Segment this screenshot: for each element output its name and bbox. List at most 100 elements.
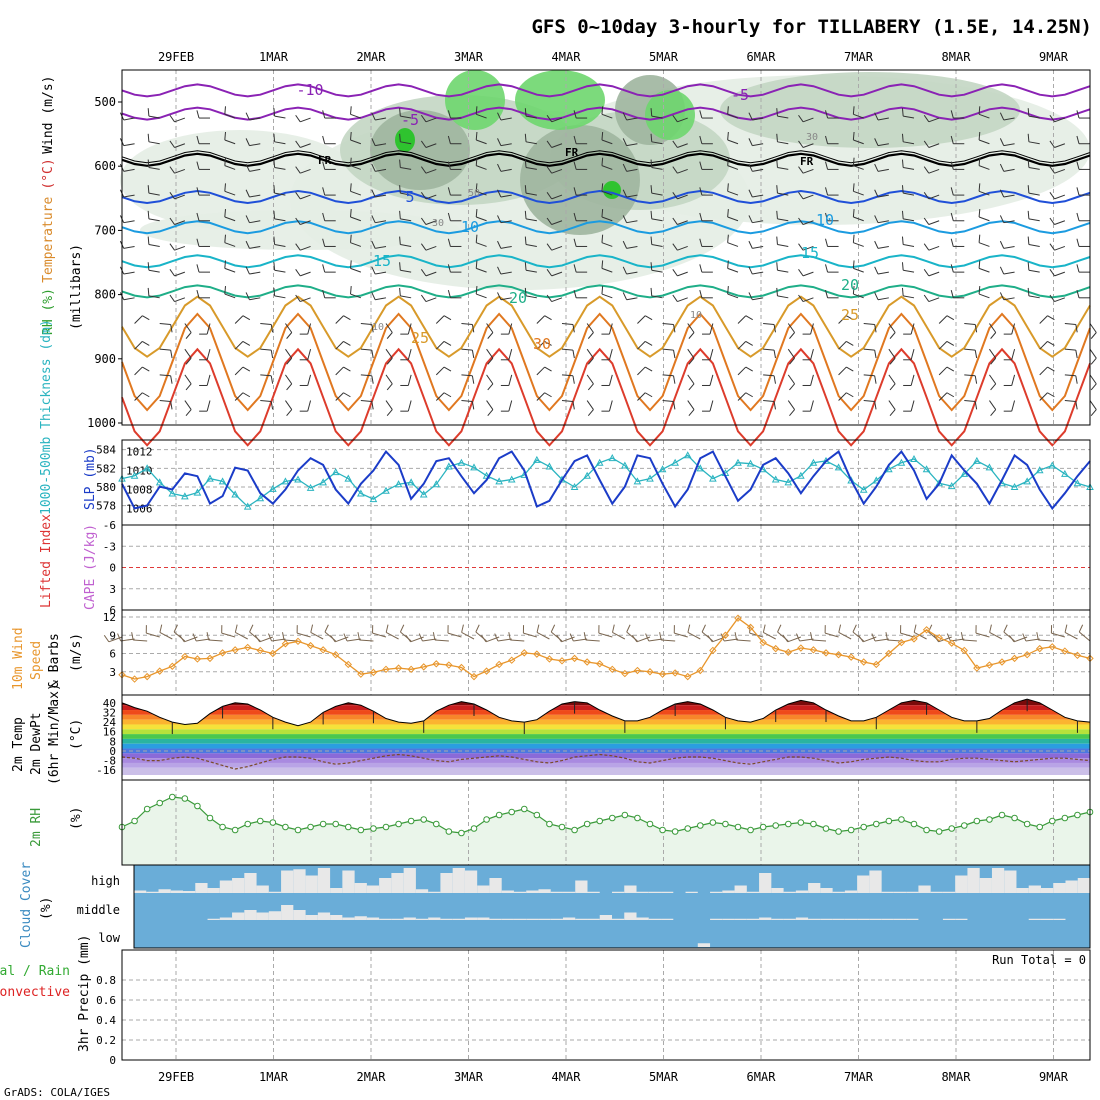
wind-barb — [407, 400, 412, 412]
wind-barb-feather — [487, 332, 494, 339]
wind-barb — [877, 245, 889, 249]
wind-barb-feather — [622, 266, 628, 275]
wind-barb-feather — [371, 350, 374, 359]
wind-barb-feather — [1076, 110, 1080, 119]
wind-barb — [525, 141, 537, 145]
wind-barb-feather — [1049, 114, 1055, 123]
wind-barb-feather — [999, 215, 1005, 223]
wind-barb-feather — [923, 294, 930, 302]
wind-barb — [752, 168, 764, 172]
wind-barb-feather — [974, 375, 978, 384]
wind-barb-feather — [673, 401, 676, 410]
wind-barb — [763, 631, 776, 640]
wind-barb — [184, 400, 192, 410]
wind-barb-feather — [1075, 350, 1078, 359]
wind-barb-feather — [587, 409, 594, 416]
wind-barb-feather — [185, 383, 192, 391]
cloud-bar — [170, 890, 184, 893]
wind-barb-feather — [169, 192, 175, 200]
wind-barb-feather — [322, 187, 326, 196]
wind-barb — [407, 323, 412, 335]
rh2m-point — [634, 814, 641, 822]
wind-barb — [1003, 143, 1015, 147]
wind-barb — [838, 631, 852, 640]
wind-barb — [551, 143, 563, 148]
thickness-point — [533, 455, 541, 463]
wind-barb — [787, 400, 796, 410]
wind-barb-feather — [1049, 217, 1055, 225]
isotherm-label: 20 — [509, 289, 527, 307]
wind-speed-point — [1061, 647, 1069, 655]
isotherm-label: 25 — [411, 329, 429, 347]
thickness-point — [947, 482, 956, 490]
wind-barb — [752, 194, 764, 198]
wind-barb-feather — [950, 264, 954, 273]
wind-barb-feather — [350, 131, 352, 141]
rh2m-point — [294, 826, 302, 834]
precip-axis-label: 3hr Precip (mm) — [77, 935, 92, 1052]
wind-barb-feather — [343, 633, 348, 642]
date-label-bottom: 4MAR — [552, 1070, 582, 1084]
rh2m-point — [181, 795, 189, 802]
freezing-level-line — [121, 150, 1091, 164]
wind-barb-feather — [350, 234, 352, 243]
date-label-top: 2MAR — [357, 50, 387, 64]
wind-barb — [360, 400, 372, 402]
cloud-bar — [1065, 880, 1078, 893]
wind-barb-feather — [371, 324, 374, 333]
wind-barb-feather — [644, 315, 653, 321]
wind-barb-feather — [950, 212, 954, 221]
wind-barb-feather — [978, 286, 981, 295]
thickness-point — [621, 461, 629, 469]
wind-barb-feather — [978, 260, 981, 269]
isotherm-line — [121, 83, 1091, 98]
wind-barb-feather — [672, 192, 678, 200]
wind-barb — [651, 115, 663, 119]
wind-barb-feather — [420, 166, 427, 174]
wind-barb-feather — [147, 108, 150, 117]
wind-barb-feather — [273, 159, 276, 168]
wind-barb-feather — [946, 340, 955, 346]
wind-barb — [978, 190, 990, 196]
wind-barb-feather — [350, 106, 352, 115]
cloud-bar — [452, 918, 465, 920]
cloud-bar — [587, 918, 600, 920]
date-label-bottom: 7MAR — [844, 1070, 874, 1084]
cloud-bar — [403, 917, 416, 920]
wind-barb — [824, 632, 839, 638]
wind-barb — [561, 374, 574, 377]
temp-band — [122, 729, 1090, 735]
wind-barb — [978, 139, 990, 145]
wind-barb-feather — [556, 634, 562, 643]
wind-barb — [274, 141, 286, 145]
wind-barb — [407, 374, 412, 386]
wind-barb-feather — [322, 135, 326, 144]
wind-barb-feather — [748, 266, 753, 275]
wind-speed-point — [244, 643, 252, 652]
wind-barb-feather — [960, 632, 964, 641]
wind-barb — [224, 165, 236, 170]
cloud-bar — [906, 891, 919, 893]
wind-axis-label: 10m Wind — [11, 627, 26, 690]
wind-barb-feather — [946, 315, 955, 321]
wind-barb — [1054, 297, 1066, 303]
wind-barb — [978, 242, 990, 247]
cloud-bar — [808, 883, 821, 893]
thickness-point — [306, 483, 315, 491]
dewpoint-axis-label: 2m DewPt — [29, 712, 44, 775]
thickness-point — [369, 495, 378, 503]
wind-barb — [260, 322, 272, 325]
wind-barb-feather — [1076, 264, 1080, 273]
wind-barb — [375, 297, 387, 301]
wind-barb-feather — [990, 409, 997, 416]
cloud-bar — [857, 875, 870, 893]
wind-barb — [551, 194, 563, 200]
date-label-bottom: 3MAR — [454, 1070, 484, 1084]
wind-barb-feather — [789, 332, 795, 339]
rh2m-point — [583, 820, 591, 828]
wind-barb-feather — [550, 624, 556, 633]
cape-axis-label: CAPE (J/kg) — [83, 524, 98, 610]
wind-barb — [476, 139, 487, 145]
date-label-top: 9MAR — [1039, 50, 1069, 64]
cloud-bar — [575, 918, 588, 920]
